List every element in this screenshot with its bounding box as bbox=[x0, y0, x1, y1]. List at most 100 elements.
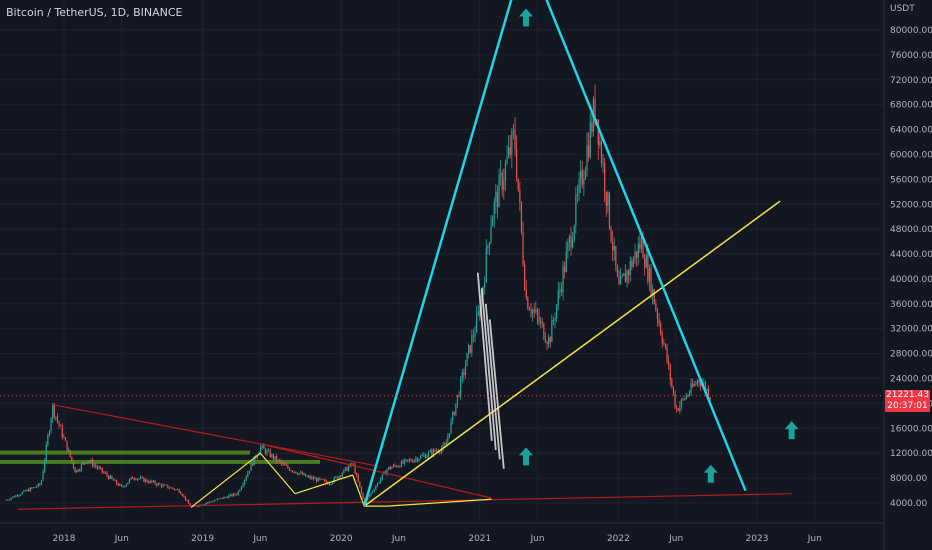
candle-body bbox=[655, 303, 657, 310]
candle-body bbox=[260, 446, 262, 453]
candle-body bbox=[252, 463, 254, 466]
candle-body bbox=[328, 484, 331, 486]
last-price-value: 21221.43 bbox=[886, 390, 929, 400]
candle-body bbox=[469, 345, 471, 353]
candle-body bbox=[343, 469, 345, 474]
candle-body bbox=[637, 243, 639, 258]
candle-body bbox=[460, 378, 462, 397]
candle-body bbox=[247, 472, 249, 477]
up-arrow-shape bbox=[519, 447, 533, 466]
candle-body bbox=[245, 476, 247, 480]
candle-body bbox=[269, 450, 271, 458]
candle-body bbox=[98, 467, 100, 469]
candle-body bbox=[407, 459, 409, 461]
candle-body bbox=[351, 463, 353, 465]
x-tick-label: 2020 bbox=[330, 534, 353, 544]
x-tick-label: Jun bbox=[114, 534, 129, 544]
yellow-zigzag-line bbox=[352, 474, 365, 507]
candle-body bbox=[463, 372, 465, 375]
yellow-zigzag-line bbox=[259, 452, 296, 495]
candle-body bbox=[226, 497, 228, 499]
candle-body bbox=[204, 504, 206, 505]
candle-body bbox=[55, 416, 57, 418]
candle-body bbox=[572, 239, 574, 248]
candle-body bbox=[210, 501, 212, 503]
candle-body bbox=[653, 289, 655, 304]
candle-body bbox=[540, 321, 542, 323]
candle-body bbox=[549, 337, 551, 342]
candle-body bbox=[616, 266, 619, 277]
candle-body bbox=[173, 488, 175, 490]
candle-body bbox=[160, 484, 163, 487]
candle-body bbox=[533, 309, 535, 312]
candle-body bbox=[472, 335, 475, 337]
green-band bbox=[0, 459, 320, 464]
x-tick-label: 2021 bbox=[468, 534, 491, 544]
candle-body bbox=[428, 452, 430, 456]
candle-body bbox=[618, 276, 620, 285]
y-tick-label: 80000.00 bbox=[890, 26, 932, 36]
candle-body bbox=[287, 465, 289, 468]
candle-body bbox=[501, 173, 503, 190]
candle-body bbox=[143, 477, 145, 482]
candle-body bbox=[66, 440, 68, 451]
candle-body bbox=[141, 477, 143, 479]
candle-body bbox=[148, 481, 150, 483]
candle-body bbox=[704, 382, 707, 391]
candle-body bbox=[228, 495, 230, 499]
candle-body bbox=[183, 495, 185, 497]
candle-body bbox=[109, 475, 111, 479]
candle-body bbox=[63, 437, 65, 438]
candle-body bbox=[216, 498, 219, 501]
candle-body bbox=[418, 458, 420, 462]
y-tick-label: 76000.00 bbox=[890, 51, 932, 61]
candle-body bbox=[352, 464, 355, 466]
candle-body bbox=[154, 480, 156, 484]
candle-body bbox=[184, 496, 187, 501]
candle-body bbox=[111, 475, 113, 479]
candle-body bbox=[122, 485, 124, 487]
red-support-line bbox=[17, 493, 792, 510]
candle-body bbox=[599, 140, 601, 146]
y-tick-label: 44000.00 bbox=[890, 250, 932, 260]
x-tick-label: 2023 bbox=[746, 534, 769, 544]
candle-body bbox=[248, 470, 251, 473]
candle-body bbox=[679, 405, 681, 411]
candle-body bbox=[656, 309, 659, 320]
candle-body bbox=[424, 454, 427, 459]
candle-body bbox=[402, 461, 404, 464]
candle-body bbox=[612, 241, 614, 251]
candle-body bbox=[282, 463, 284, 465]
candle-body bbox=[429, 450, 431, 453]
white-hatch-line bbox=[484, 303, 501, 460]
candle-body bbox=[623, 273, 625, 276]
candle-body bbox=[13, 496, 15, 498]
candle-body bbox=[157, 483, 159, 486]
candle-body bbox=[180, 492, 182, 494]
candle-body bbox=[170, 487, 172, 489]
candle-body bbox=[119, 484, 121, 486]
candle-body bbox=[404, 459, 406, 464]
candle-body bbox=[18, 495, 20, 497]
candle-body bbox=[232, 493, 235, 497]
candle-body bbox=[37, 483, 39, 487]
candle-body bbox=[448, 433, 451, 437]
candle-body bbox=[64, 437, 67, 441]
candle-body bbox=[636, 251, 638, 258]
candle-body bbox=[671, 379, 673, 387]
yellow-zigzag-line bbox=[387, 498, 492, 507]
candle-body bbox=[293, 471, 295, 473]
candle-body bbox=[620, 276, 622, 285]
last-price-tag: 21221.43 20:37:01 bbox=[885, 390, 930, 412]
candle-body bbox=[181, 493, 183, 496]
candle-body bbox=[23, 490, 25, 493]
candle-body bbox=[591, 122, 593, 133]
up-arrow-icon bbox=[703, 464, 718, 483]
candle-body bbox=[458, 394, 460, 397]
candle-body bbox=[588, 145, 590, 158]
up-arrow-shape bbox=[784, 421, 799, 440]
candle-body bbox=[188, 500, 190, 504]
candle-body bbox=[48, 431, 51, 436]
candle-body bbox=[359, 481, 361, 487]
